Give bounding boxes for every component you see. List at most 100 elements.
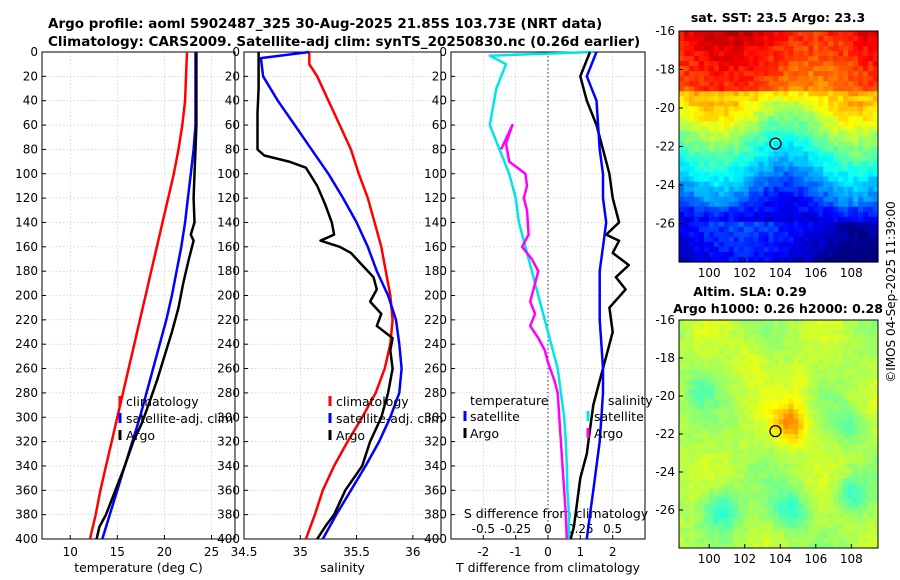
map-cell	[728, 518, 735, 524]
map-cell	[813, 513, 819, 519]
map-cell	[828, 111, 834, 117]
map-cell	[813, 389, 819, 395]
map-cell	[728, 384, 735, 390]
map-cell	[853, 61, 859, 67]
map-cell	[843, 538, 849, 544]
map-cell	[793, 111, 799, 117]
map-cell	[798, 438, 804, 445]
map-cell	[688, 91, 695, 97]
map-cell	[873, 111, 879, 117]
map-cell	[738, 538, 745, 544]
map-cell	[798, 483, 804, 490]
map-cell	[808, 344, 814, 351]
map-cell	[818, 201, 824, 208]
map-cell	[843, 41, 849, 47]
map-cell	[833, 126, 839, 133]
map-cell	[778, 473, 785, 480]
map-cell	[868, 458, 874, 465]
map-cell	[853, 106, 859, 112]
map-cell	[853, 51, 859, 57]
map-cell	[828, 216, 834, 223]
map-cell	[698, 211, 705, 218]
map-cell	[833, 334, 839, 341]
map-cell	[768, 339, 775, 346]
map-cell	[808, 31, 814, 37]
map-cell	[843, 389, 849, 395]
map-cell	[838, 121, 844, 128]
map-cell	[708, 111, 715, 117]
map-cell	[828, 448, 834, 455]
map-cell	[833, 81, 839, 87]
map-cell	[763, 359, 770, 366]
map-cell	[753, 46, 760, 52]
map-cell	[693, 409, 700, 415]
map-cell	[788, 498, 795, 504]
map-cell	[853, 36, 859, 42]
map-cell	[688, 71, 695, 77]
y-tick-label: 180	[217, 264, 240, 278]
map-cell	[863, 36, 869, 42]
map-cell	[758, 429, 765, 435]
map-cell	[778, 369, 785, 376]
map-cell	[768, 463, 775, 470]
map-cell	[778, 246, 785, 253]
y-tick-label: 240	[15, 337, 38, 351]
map-cell	[818, 344, 824, 351]
map-cell	[688, 226, 695, 233]
map-cell	[798, 246, 804, 253]
map-cell	[863, 101, 869, 107]
map-cell	[743, 344, 750, 351]
map-cell	[693, 438, 700, 445]
map-cell	[808, 503, 814, 509]
map-cell	[688, 334, 695, 341]
map-cell	[748, 46, 755, 52]
map-cell	[803, 458, 809, 465]
map-cell	[803, 344, 809, 351]
map-cell	[793, 468, 799, 475]
map-cell	[833, 201, 839, 208]
map-cell	[718, 156, 725, 163]
map-cell	[773, 379, 780, 386]
map-cell	[679, 488, 685, 495]
map-cell	[823, 116, 829, 122]
map-cell	[738, 458, 745, 465]
map-cell	[763, 256, 770, 263]
map-cell	[738, 468, 745, 475]
x-tick-label: 35	[293, 545, 308, 559]
map-cell	[838, 46, 844, 52]
map-cell	[679, 71, 685, 77]
map-cell	[838, 61, 844, 67]
y-tick-label: 100	[15, 167, 38, 181]
map-cell	[823, 429, 829, 435]
map-cell	[823, 111, 829, 117]
map-cell	[788, 31, 795, 37]
map-cell	[873, 359, 879, 366]
map-cell	[679, 81, 685, 87]
map-cell	[743, 81, 750, 87]
map-cell	[798, 136, 804, 143]
map-cell	[708, 409, 715, 415]
map-cell	[858, 463, 864, 470]
map-cell	[703, 533, 710, 539]
map-cell	[843, 498, 849, 504]
legend-label: Argo	[126, 428, 155, 443]
map-cell	[868, 191, 874, 198]
map-cell	[858, 211, 864, 218]
map-cell	[728, 236, 735, 243]
map-cell	[763, 409, 770, 415]
map-cell	[738, 226, 745, 233]
map-cell	[858, 251, 864, 258]
map-cell	[723, 141, 730, 148]
map-cell	[873, 221, 879, 228]
map-cell	[858, 374, 864, 381]
map-cell	[818, 473, 824, 480]
map-cell	[838, 503, 844, 509]
map-cell	[793, 409, 799, 415]
map-cell	[758, 161, 765, 168]
map-cell	[753, 246, 760, 253]
map-cell	[868, 334, 874, 341]
map-cell	[713, 36, 720, 42]
map-cell	[738, 533, 745, 539]
map-cell	[728, 171, 735, 178]
map-cell	[683, 41, 690, 47]
